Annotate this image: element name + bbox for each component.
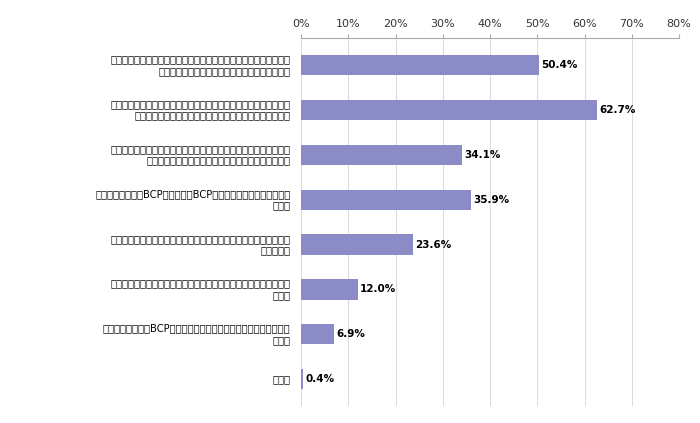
Bar	[301, 100, 597, 120]
Bar	[301, 55, 539, 75]
Bar	[301, 234, 412, 255]
Text: 23.6%: 23.6%	[415, 239, 451, 250]
Text: 34.1%: 34.1%	[465, 150, 501, 160]
Text: 0.4%: 0.4%	[305, 374, 335, 384]
Text: 62.7%: 62.7%	[600, 105, 636, 115]
Text: 35.9%: 35.9%	[473, 195, 509, 205]
Bar	[301, 324, 334, 344]
Text: 12.0%: 12.0%	[360, 284, 396, 294]
Bar	[301, 145, 462, 165]
Text: 50.4%: 50.4%	[542, 60, 578, 70]
Bar	[301, 369, 303, 389]
Bar	[301, 190, 470, 210]
Bar	[301, 279, 358, 299]
Text: 6.9%: 6.9%	[336, 330, 365, 339]
